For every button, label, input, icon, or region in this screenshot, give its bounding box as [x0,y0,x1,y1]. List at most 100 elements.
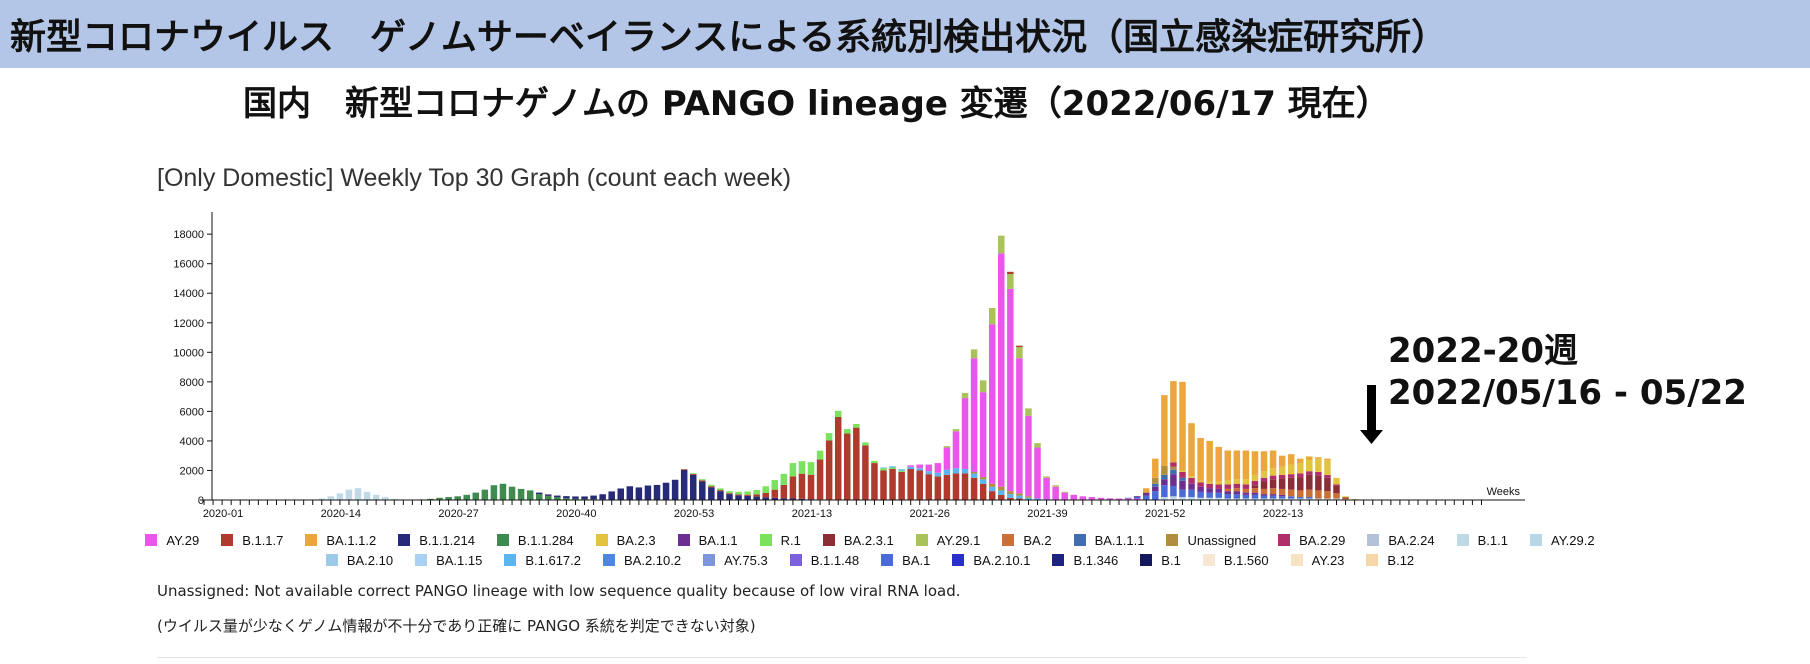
bar-segment-b-1-1-214 [726,494,733,500]
legend-label: AY.23 [1311,552,1345,568]
legend-item[interactable]: BA.2.10.1 [952,553,1030,568]
bar-segment-b-1-1-7 [834,416,842,500]
bar-segment-ba-1-1-2 [1188,423,1195,477]
legend-item[interactable]: B.1.617.2 [504,553,581,568]
bar-segment-ba-1-1 [1251,492,1259,495]
legend-item[interactable]: BA.1.15 [415,553,482,568]
bar-segment-r-1 [699,479,706,481]
bar-segment-ba-1 [1233,494,1241,499]
legend-label: B.1.1 [1477,532,1508,548]
bar-segment-b-1-617-2 [916,468,923,471]
week-annotation: 2022-20週 2022/05/16 - 05/22 [1388,330,1747,414]
legend-item[interactable]: BA.2.10.2 [603,553,681,568]
bar-segment-r-1 [798,461,806,474]
bar-segment-ay-29 [1106,498,1114,500]
legend-item[interactable]: AY.75.3 [703,553,768,568]
bar-segment-b-1-1-214 [563,496,570,499]
legend-item[interactable]: BA.2 [1002,533,1052,548]
legend-label: BA.2.10.1 [973,552,1031,568]
bar-segment-ba-2-3 [1278,466,1286,475]
legend-label: BA.2.29 [1299,532,1346,548]
bar-segment-ay-29 [1016,358,1023,494]
bar-segment-r-1 [898,470,905,472]
legend-item[interactable]: AY.23 [1290,552,1345,568]
bar-segment-ba-1 [1260,495,1268,499]
legend-label: BA.1.1 [698,532,738,548]
legend-item[interactable]: Unassigned [1166,533,1256,548]
bar-segment-b-1-1-7 [943,474,951,500]
legend-item[interactable]: BA.1 [881,553,930,568]
bar-segment-ba-2-29 [1333,484,1340,486]
bar-segment-b-1-1-284 [427,498,434,500]
bar-segment-ba-1-1-2 [1269,450,1277,469]
x-tick-label: 2021-26 [909,508,949,520]
bar-segment-ba-1-1-2 [1224,450,1232,481]
bar-segment-b-1-1-284 [499,483,507,500]
bar-segment-b-1-1-284 [563,498,570,500]
bar-segment-ay-29-1 [1061,491,1068,493]
bar-segment-ba-2-3-1 [1315,475,1322,491]
legend-item[interactable]: BA.1.1.1 [1073,533,1144,548]
bar-segment-ay-29-1 [998,235,1005,254]
bar-segment-ba-2-29 [1278,474,1286,479]
legend-item[interactable]: BA.2.3.1 [822,532,894,548]
bar-segment-b-1-1-7 [898,471,905,500]
legend-item[interactable]: BA.2.10 [325,553,393,568]
bar-segment-b-1-1 [1297,498,1304,500]
bar-segment-b-1-1-284 [508,486,516,500]
bar-segment-r-1 [753,489,760,495]
legend-item[interactable]: B.1.560 [1202,553,1269,568]
bar-segment-r-1 [853,423,860,428]
bar-segment-ba-2-29 [1297,473,1304,478]
x-tick-label: 2022-13 [1263,508,1303,520]
legend-item[interactable]: B.12 [1366,553,1414,568]
annotation-arrow-shaft [1367,385,1376,433]
legend-item[interactable]: B.1.1.214 [398,533,475,548]
bar-segment-ba-2-29 [1206,483,1213,489]
legend-item[interactable]: B.1.1 [1456,532,1508,548]
bar-segment-b-1-1-284 [535,494,543,500]
legend-swatch [1052,554,1065,566]
legend-swatch [1202,554,1215,566]
legend-item[interactable]: AY.29.1 [915,533,980,548]
legend-item[interactable]: BA.2.29 [1278,533,1345,548]
legend-item[interactable]: B.1.1.7 [221,533,283,548]
bar-segment-ba-1 [1188,489,1195,498]
annotation-arrow [1360,385,1383,444]
legend-item[interactable]: B.1 [1140,553,1181,568]
bar-segment-b-1-1 [1170,496,1177,500]
bar-segment-r-1 [825,433,833,441]
bar-segment-b-1-1-214 [554,495,561,498]
bar-segment-ba-2 [1224,488,1232,492]
bar-segment-b-1-617-2 [889,466,896,468]
bar-segment-ba-1-1-2 [1197,437,1204,481]
legend-label: BA.2.3.1 [843,532,894,548]
legend-item[interactable]: B.1.1.48 [789,553,859,568]
bar-segment-ba-1 [1242,494,1250,499]
bar-segment-b-1-1-214 [717,491,724,500]
bar-segment-ba-2-29 [1197,482,1204,487]
bar-segment-r-1 [744,491,751,495]
legend-item[interactable]: AY.29 [145,533,199,548]
bar-segment-ay-29 [916,464,923,469]
bar-segment-b-1-1-7 [762,492,769,498]
legend-item[interactable]: B.1.346 [1052,553,1118,568]
annotation-arrow-head [1360,430,1383,444]
bar-segment-b-1-1 [391,498,398,500]
legend-item[interactable]: BA.1.1.2 [305,533,376,548]
bar-segment-b-1-1 [1215,497,1222,500]
bar-segment-b-1-1 [363,491,371,500]
legend-item[interactable]: R.1 [759,533,801,548]
legend-item[interactable]: BA.2.3 [595,533,656,548]
legend-swatch [703,554,716,566]
legend-swatch [305,534,318,546]
legend-item[interactable]: AY.29.2 [1529,533,1595,548]
legend-item[interactable]: B.1.1.284 [496,533,574,548]
legend-item[interactable]: BA.1.1 [677,532,738,548]
legend-label: Unassigned [1187,532,1257,548]
bar-segment-ba-1-1 [1133,496,1141,497]
bar-segment-b-1-1-284 [472,492,480,500]
bar-segment-ay-29-1 [988,308,996,325]
legend-item[interactable]: BA.2.24 [1367,533,1435,548]
bar-segment-b-1-1 [336,493,344,500]
